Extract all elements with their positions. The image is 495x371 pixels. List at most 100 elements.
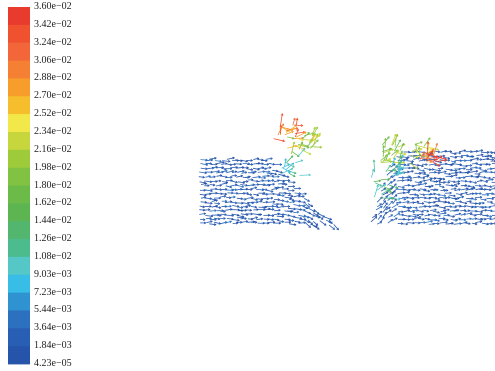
velocity-vector-head	[231, 215, 234, 217]
velocity-vector	[198, 176, 205, 178]
velocity-vector	[490, 205, 495, 207]
velocity-vector-head	[281, 204, 284, 206]
velocity-vector-head	[235, 171, 238, 174]
velocity-vector	[251, 187, 257, 190]
velocity-vector-head	[489, 216, 492, 218]
velocity-vector-head	[296, 127, 299, 130]
velocity-vector	[475, 218, 483, 221]
velocity-vector-head	[398, 212, 401, 215]
velocity-vector-head	[212, 184, 216, 187]
velocity-vector	[295, 217, 303, 219]
velocity-vector	[413, 157, 420, 160]
velocity-vector-head	[479, 167, 482, 170]
colorbar-tick-label: 7.23e−03	[34, 286, 72, 298]
velocity-vector-head	[457, 209, 460, 212]
velocity-vector	[484, 214, 492, 218]
velocity-vector-head	[457, 183, 461, 186]
velocity-vector	[263, 208, 271, 211]
velocity-vector	[443, 189, 449, 191]
velocity-vector-head	[380, 211, 383, 214]
velocity-vector-head	[428, 169, 432, 171]
velocity-vector	[387, 218, 393, 224]
velocity-vector-head	[244, 218, 247, 220]
velocity-vector	[429, 196, 438, 199]
velocity-vector-head	[319, 146, 322, 149]
velocity-vector-head	[291, 138, 295, 140]
velocity-vector-head	[380, 203, 382, 206]
velocity-vector-head	[287, 180, 291, 182]
velocity-vector-head	[459, 160, 462, 163]
velocity-vector	[433, 171, 441, 174]
velocity-vector-head	[471, 207, 474, 209]
velocity-vector-head	[373, 159, 376, 162]
velocity-vector-head	[420, 148, 423, 151]
velocity-vector	[391, 208, 397, 213]
velocity-vector-head	[449, 151, 452, 153]
colorbar-segment	[8, 96, 30, 115]
velocity-vector-head	[277, 176, 280, 179]
velocity-vector	[391, 149, 398, 156]
velocity-vector	[230, 180, 238, 183]
velocity-vector	[414, 181, 422, 184]
velocity-vector-head	[375, 214, 378, 217]
velocity-vector	[257, 179, 264, 182]
velocity-vector-head	[293, 141, 296, 145]
velocity-vector	[490, 167, 495, 170]
velocity-vector	[204, 180, 212, 183]
velocity-vector-head	[455, 172, 458, 175]
velocity-vector-head	[270, 191, 274, 193]
velocity-vector-head	[446, 219, 449, 222]
velocity-vector	[257, 198, 264, 200]
velocity-vector	[290, 141, 295, 155]
velocity-vector	[380, 161, 393, 163]
velocity-vector	[229, 196, 236, 198]
velocity-vector-head	[410, 179, 413, 182]
velocity-vector-head	[227, 161, 231, 163]
velocity-vector	[294, 128, 299, 138]
velocity-vector-head	[250, 164, 254, 166]
velocity-vector-head	[421, 214, 424, 216]
velocity-vector-head	[291, 168, 294, 171]
velocity-vector-head	[282, 195, 285, 198]
velocity-vector-head	[263, 177, 266, 180]
velocity-vector-head	[403, 160, 406, 162]
velocity-vector-head	[451, 222, 454, 225]
velocity-vector	[293, 204, 301, 207]
velocity-vector	[383, 202, 388, 209]
velocity-vector	[402, 207, 410, 209]
velocity-vector-head	[251, 202, 254, 205]
velocity-vector	[381, 197, 395, 199]
velocity-vector-head	[281, 216, 285, 218]
velocity-vector	[476, 179, 483, 182]
velocity-vector-head	[422, 170, 425, 173]
velocity-vector	[224, 201, 233, 204]
velocity-vector	[489, 156, 495, 159]
velocity-vector	[284, 130, 294, 136]
velocity-vector-head	[240, 175, 243, 178]
velocity-vector-head	[277, 180, 280, 183]
velocity-vector	[236, 166, 245, 169]
velocity-vector	[318, 215, 324, 220]
velocity-vector	[492, 177, 495, 179]
velocity-vector	[390, 163, 396, 168]
colorbar-segment	[8, 114, 30, 133]
velocity-vector	[438, 194, 446, 197]
velocity-vector	[412, 213, 419, 216]
velocity-vector-head	[280, 172, 283, 174]
velocity-vector	[448, 222, 454, 225]
velocity-vector-head	[224, 193, 228, 196]
velocity-vector-head	[447, 182, 450, 184]
velocity-vector	[424, 178, 433, 181]
velocity-vector	[471, 157, 479, 161]
velocity-vector-head	[294, 118, 296, 121]
velocity-vector-head	[486, 223, 489, 226]
velocity-vector-head	[274, 174, 277, 176]
velocity-vector	[216, 174, 223, 177]
velocity-vector	[469, 198, 477, 200]
velocity-vector	[422, 154, 434, 156]
velocity-vector	[402, 156, 410, 159]
velocity-vector-head	[425, 159, 429, 162]
velocity-vector-head	[319, 134, 321, 138]
velocity-vector-head	[407, 164, 410, 167]
velocity-vector-head	[458, 188, 461, 191]
